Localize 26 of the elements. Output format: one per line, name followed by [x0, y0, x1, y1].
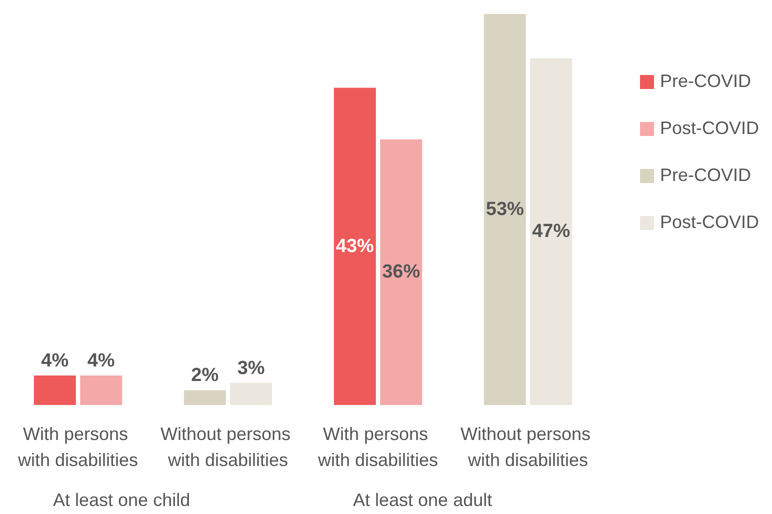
data-label: 53%	[486, 199, 524, 220]
text: At least one adult	[353, 490, 492, 510]
bar	[34, 375, 76, 405]
legend-label: Pre-COVID	[660, 71, 752, 91]
data-label: 4%	[41, 350, 69, 372]
data-label: 43%	[336, 236, 374, 257]
bar	[230, 382, 272, 405]
data-label: 3%	[237, 358, 265, 379]
text: At least one child	[53, 490, 190, 510]
data-label: 36%	[382, 262, 420, 283]
bar	[380, 139, 422, 405]
legend-label: Post-COVID	[660, 118, 760, 138]
legend-label: Pre-COVID	[660, 165, 752, 185]
x-tick-label: With persons with disabilities	[316, 424, 438, 470]
bar	[334, 88, 376, 405]
x-tick-label: Without persons with disabilities	[460, 424, 596, 470]
x-tick-label: With persons with disabilities	[16, 424, 138, 470]
bar	[80, 375, 122, 405]
data-label: 2%	[191, 365, 219, 386]
legend-label: Post-COVID	[660, 212, 760, 232]
bar	[530, 58, 572, 405]
data-label: 4%	[87, 350, 115, 372]
bar	[484, 14, 526, 405]
x-tick-label: Without persons with disabilities	[160, 424, 296, 470]
data-label: 47%	[532, 221, 570, 242]
bar	[184, 390, 226, 405]
